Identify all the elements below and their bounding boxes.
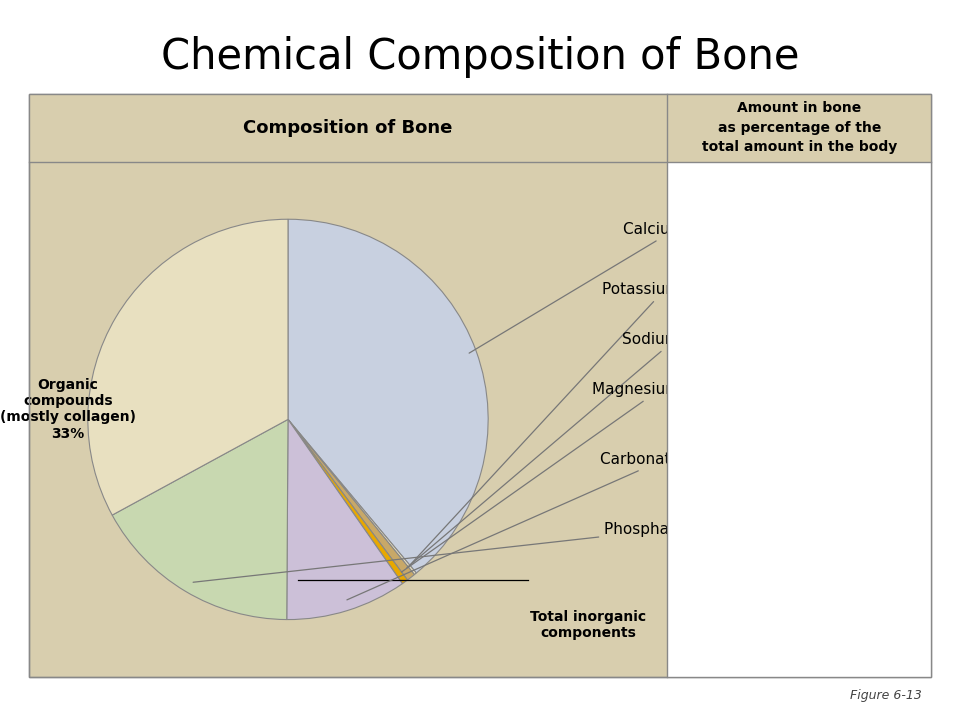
Text: Amount in bone
as percentage of the
total amount in the body: Amount in bone as percentage of the tota… (702, 102, 897, 154)
Wedge shape (288, 419, 407, 584)
Text: Composition of Bone: Composition of Bone (243, 119, 453, 137)
Text: 4%: 4% (864, 292, 892, 310)
Text: 50%: 50% (852, 433, 892, 451)
Wedge shape (288, 219, 488, 573)
Text: Potassium  0.2%: Potassium 0.2% (411, 282, 729, 564)
Text: Carbonate: Carbonate (696, 504, 794, 522)
Wedge shape (288, 419, 415, 580)
Wedge shape (112, 419, 288, 619)
Text: Total inorganic
components: Total inorganic components (530, 610, 646, 640)
Text: Figure 6-13: Figure 6-13 (850, 689, 922, 702)
Text: 35%: 35% (852, 362, 892, 380)
Wedge shape (288, 419, 417, 575)
Text: 88%: 88% (852, 575, 892, 593)
Text: Sodium: Sodium (696, 362, 766, 380)
Text: Chemical Composition of Bone: Chemical Composition of Bone (160, 36, 800, 78)
Text: 80%: 80% (852, 504, 892, 522)
Text: Calcium: Calcium (696, 220, 770, 238)
Text: Phosphate: Phosphate (696, 575, 796, 593)
Text: 67%: 67% (698, 613, 729, 628)
Text: Carbonate  9.8%: Carbonate 9.8% (347, 452, 729, 600)
Text: Organic
compounds
(mostly collagen)
33%: Organic compounds (mostly collagen) 33% (0, 378, 135, 441)
Text: Magnesium  0.5%: Magnesium 0.5% (401, 382, 729, 572)
Text: Calcium  39%: Calcium 39% (469, 222, 729, 353)
Text: Potassium: Potassium (696, 292, 794, 310)
Text: 99%: 99% (852, 220, 892, 238)
Text: Phosphate  17%: Phosphate 17% (193, 522, 729, 582)
Text: Magnesium: Magnesium (696, 433, 804, 451)
Wedge shape (88, 219, 288, 515)
Wedge shape (287, 419, 402, 619)
Text: Sodium  0.7%: Sodium 0.7% (407, 332, 729, 567)
